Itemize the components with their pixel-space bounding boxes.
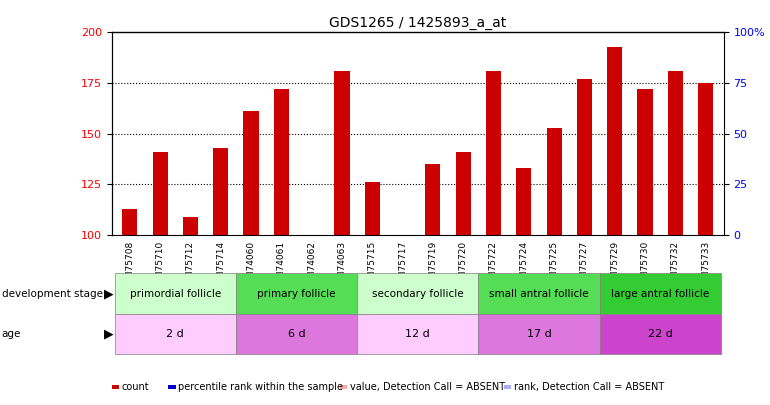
Text: percentile rank within the sample: percentile rank within the sample — [178, 382, 343, 392]
Text: rank, Detection Call = ABSENT: rank, Detection Call = ABSENT — [514, 382, 664, 392]
Bar — [236, 273, 357, 314]
Bar — [668, 71, 683, 235]
Bar — [607, 47, 622, 235]
Bar — [486, 71, 501, 235]
Bar — [115, 273, 236, 314]
Bar — [334, 71, 350, 235]
Bar — [274, 89, 289, 235]
Bar — [425, 164, 440, 235]
Bar — [182, 217, 198, 235]
Bar — [638, 89, 653, 235]
Bar — [456, 152, 470, 235]
Bar — [478, 314, 600, 354]
Bar — [115, 314, 236, 354]
Bar — [600, 314, 721, 354]
Bar — [236, 314, 357, 354]
Bar — [122, 209, 137, 235]
Text: 22 d: 22 d — [648, 329, 673, 339]
Bar — [478, 273, 600, 314]
Bar — [357, 314, 478, 354]
Bar — [213, 148, 229, 235]
Text: primordial follicle: primordial follicle — [129, 289, 221, 298]
Bar — [577, 79, 592, 235]
Title: GDS1265 / 1425893_a_at: GDS1265 / 1425893_a_at — [329, 16, 507, 30]
Text: primary follicle: primary follicle — [257, 289, 336, 298]
Text: 12 d: 12 d — [405, 329, 430, 339]
Bar — [365, 182, 380, 235]
Bar — [243, 111, 259, 235]
Bar — [698, 83, 713, 235]
Bar — [357, 273, 478, 314]
Text: age: age — [2, 329, 21, 339]
Bar — [152, 152, 168, 235]
Bar — [516, 168, 531, 235]
Text: value, Detection Call = ABSENT: value, Detection Call = ABSENT — [350, 382, 504, 392]
Text: development stage: development stage — [2, 289, 102, 298]
Text: 17 d: 17 d — [527, 329, 551, 339]
Text: large antral follicle: large antral follicle — [611, 289, 709, 298]
Text: secondary follicle: secondary follicle — [372, 289, 464, 298]
Text: ▶: ▶ — [104, 328, 114, 341]
Text: 2 d: 2 d — [166, 329, 184, 339]
Text: ▶: ▶ — [104, 287, 114, 300]
Text: small antral follicle: small antral follicle — [489, 289, 589, 298]
Text: count: count — [122, 382, 149, 392]
Text: 6 d: 6 d — [288, 329, 306, 339]
Bar — [547, 128, 561, 235]
Bar — [600, 273, 721, 314]
